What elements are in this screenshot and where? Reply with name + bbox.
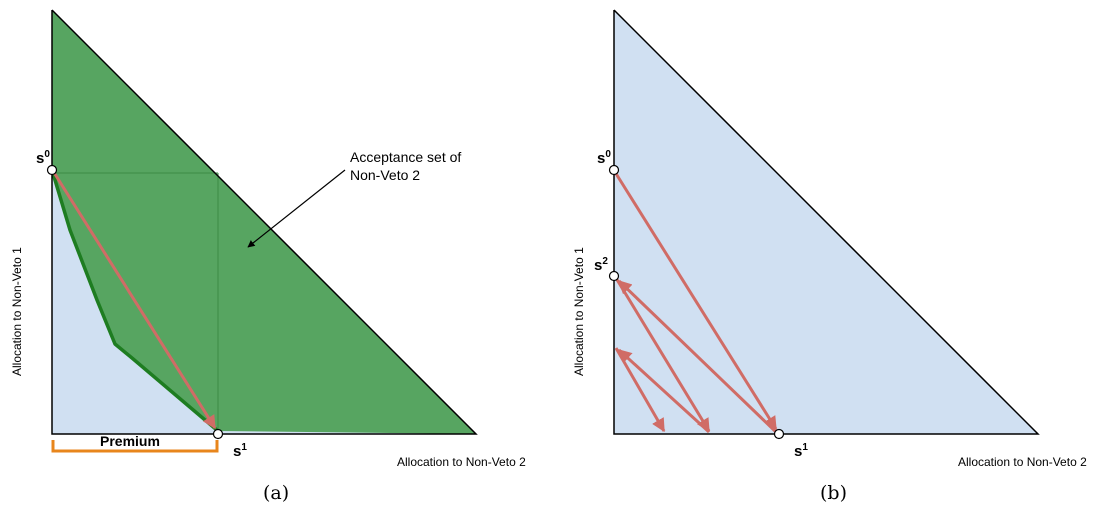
simplex-outline-a [51,9,478,435]
y-axis-label-b: Allocation to Non-Veto 1 [572,247,586,376]
point-s0-marker-b [608,164,620,176]
point-s1-label: s1 [233,442,247,460]
proposal-arrow-y-z [614,347,666,433]
y-axis-label-a: Allocation to Non-Veto 1 [10,247,24,376]
proposal-arrow-s1-s2 [617,279,778,434]
acceptance-boundary [50,169,220,433]
point-s0-label: s0 [36,149,50,167]
x-axis-label-a: Allocation to Non-Veto 2 [397,455,526,469]
point-s1-label-b: s1 [794,442,808,460]
point-s0-marker [46,164,58,176]
point-s0-label-b: s0 [597,149,611,167]
caption-b: (b) [820,482,847,504]
panel-b: s0 s2 s1 Allocation to Non-Veto 1 Alloca… [572,9,1087,504]
proposal-arrow-a [51,170,217,430]
panel-a: Acceptance set of Non-Veto 2 Premium s0 … [10,9,526,504]
annotation-line-1: Acceptance set of [350,149,461,165]
point-s2-marker [608,270,620,282]
point-s1-marker [212,428,224,440]
premium-bracket [51,440,219,453]
caption-a: (a) [263,482,289,504]
annotation-arrow [247,169,346,248]
annotation-line-2: Non-Veto 2 [350,167,420,183]
x-axis-label-b: Allocation to Non-Veto 2 [958,455,1087,469]
proposal-arrow-s0-s1 [613,171,778,431]
point-s2-label: s2 [594,256,608,274]
simplex-outline-b [613,9,1040,435]
proposal-arrow-s2-x [614,277,711,433]
point-s1-marker-b [773,428,785,440]
proposal-arrow-x-y [617,348,711,434]
premium-label: Premium [100,433,160,449]
